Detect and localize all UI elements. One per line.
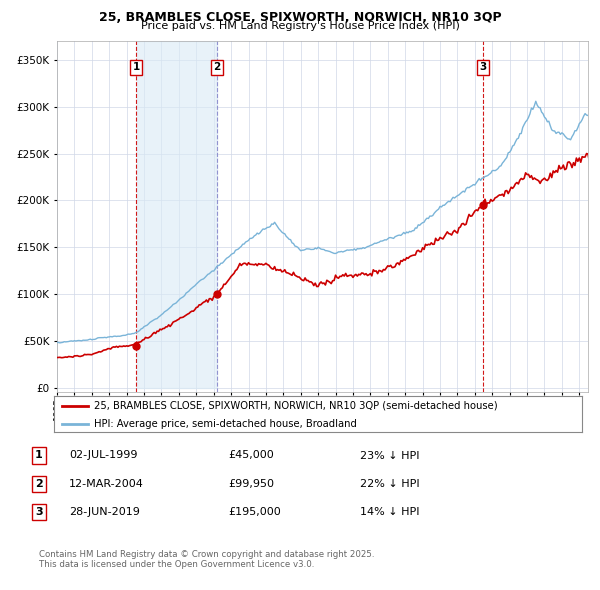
Text: 23% ↓ HPI: 23% ↓ HPI [360,451,419,460]
Text: £195,000: £195,000 [228,507,281,517]
Text: £45,000: £45,000 [228,451,274,460]
Text: Price paid vs. HM Land Registry's House Price Index (HPI): Price paid vs. HM Land Registry's House … [140,21,460,31]
Text: 3: 3 [480,63,487,73]
Text: 22% ↓ HPI: 22% ↓ HPI [360,479,419,489]
Text: 1: 1 [35,451,43,460]
Text: 2: 2 [214,63,221,73]
Text: 14% ↓ HPI: 14% ↓ HPI [360,507,419,517]
Text: 2: 2 [35,479,43,489]
Text: 28-JUN-2019: 28-JUN-2019 [69,507,140,517]
Text: 02-JUL-1999: 02-JUL-1999 [69,451,137,460]
Text: 25, BRAMBLES CLOSE, SPIXWORTH, NORWICH, NR10 3QP: 25, BRAMBLES CLOSE, SPIXWORTH, NORWICH, … [98,11,502,24]
Text: 12-MAR-2004: 12-MAR-2004 [69,479,144,489]
Text: 3: 3 [35,507,43,517]
Text: 25, BRAMBLES CLOSE, SPIXWORTH, NORWICH, NR10 3QP (semi-detached house): 25, BRAMBLES CLOSE, SPIXWORTH, NORWICH, … [94,401,497,411]
Text: HPI: Average price, semi-detached house, Broadland: HPI: Average price, semi-detached house,… [94,419,356,430]
Text: 1: 1 [133,63,140,73]
Text: £99,950: £99,950 [228,479,274,489]
Text: Contains HM Land Registry data © Crown copyright and database right 2025.
This d: Contains HM Land Registry data © Crown c… [39,550,374,569]
